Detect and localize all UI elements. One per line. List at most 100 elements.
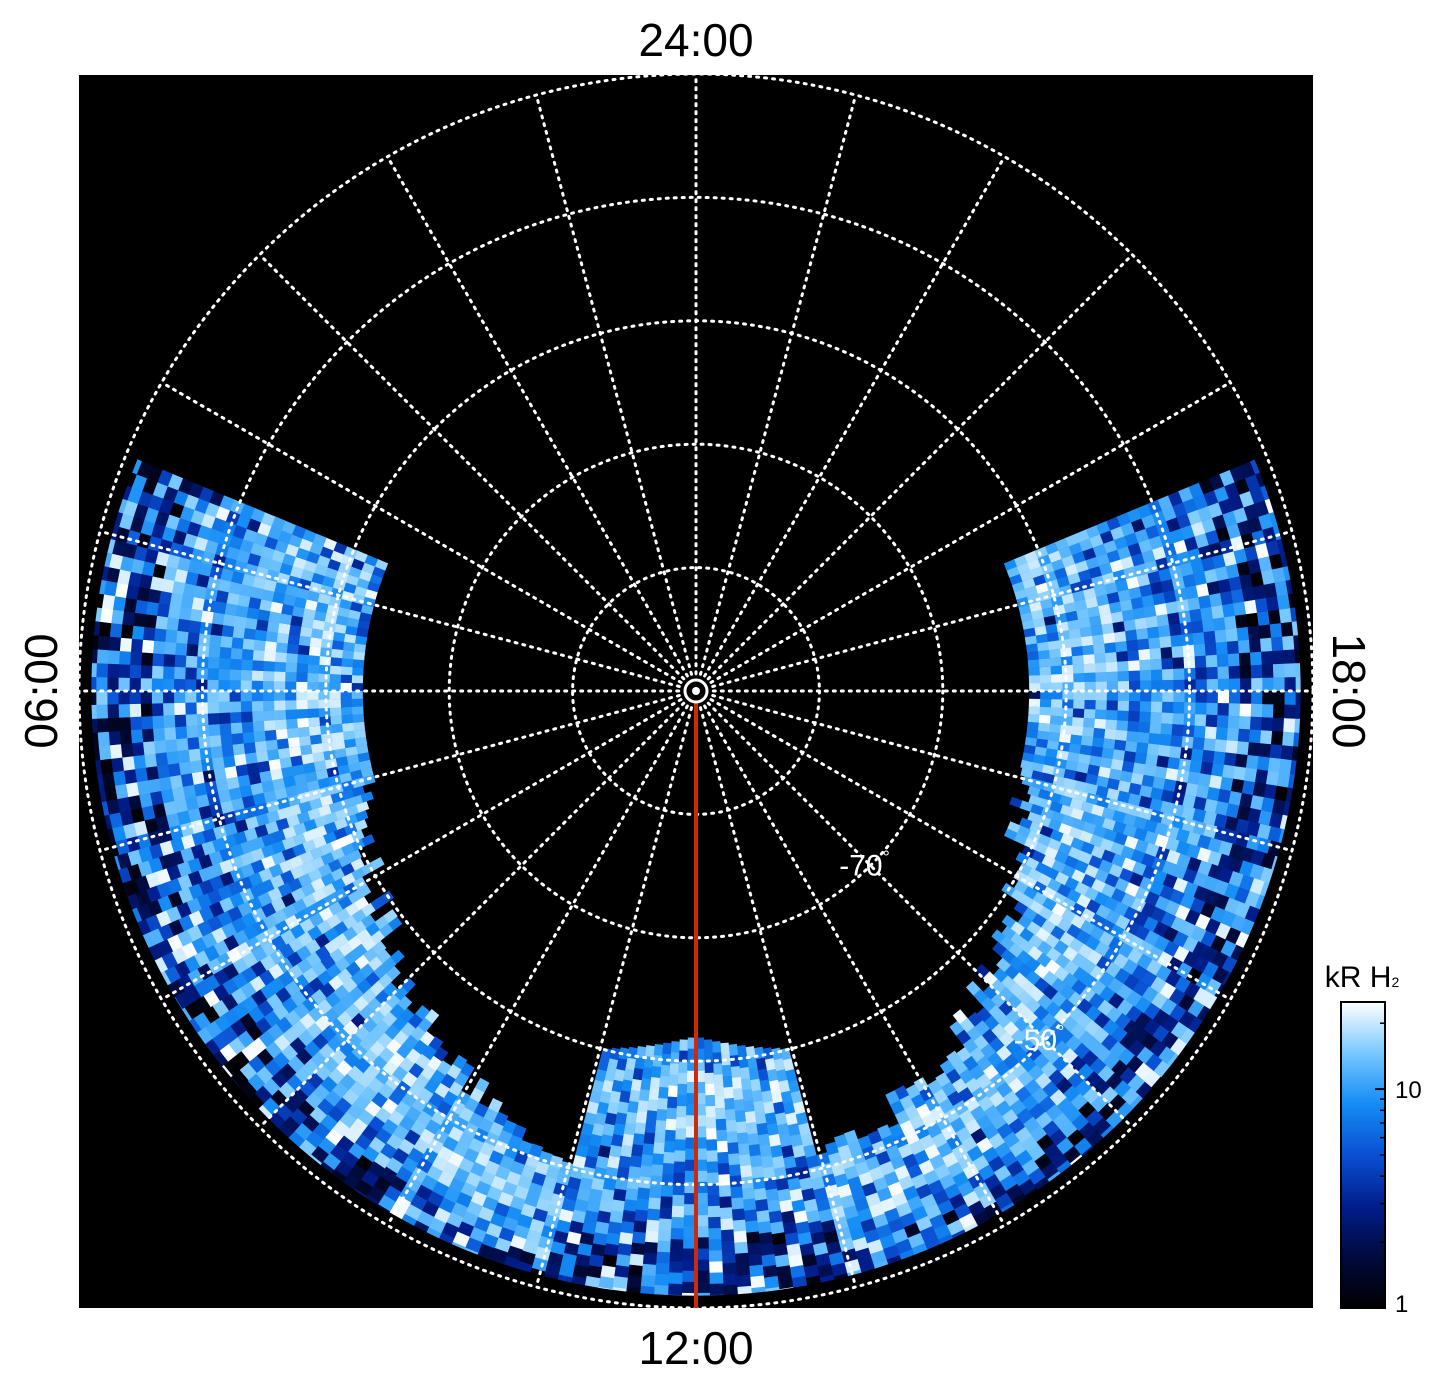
emission-cell: [324, 1128, 343, 1147]
emission-cell: [1204, 568, 1219, 584]
emission-cell: [284, 1009, 301, 1027]
emission-cell: [1240, 691, 1252, 705]
emission-cell: [1078, 1101, 1096, 1120]
emission-cell: [413, 1220, 430, 1233]
emission-cell: [1158, 1046, 1176, 1065]
emission-cell: [594, 1069, 607, 1083]
emission-cell: [707, 1194, 720, 1207]
emission-cell: [229, 711, 242, 724]
emission-cell: [721, 1064, 732, 1078]
emission-cell: [731, 1077, 743, 1090]
emission-cell: [231, 637, 244, 649]
emission-cell: [1284, 663, 1297, 678]
emission-cell: [162, 714, 176, 728]
emission-cell: [161, 970, 172, 986]
emission-cell: [1049, 829, 1065, 843]
emission-cell: [200, 513, 216, 529]
emission-cell: [1230, 588, 1245, 604]
emission-cell: [1235, 614, 1249, 629]
emission-cell: [1189, 608, 1203, 623]
emission-cell: [132, 907, 142, 923]
emission-cell: [737, 1143, 750, 1156]
emission-cell: [1138, 721, 1151, 734]
emission-cell: [291, 605, 305, 618]
emission-cell: [151, 653, 165, 667]
emission-cell: [304, 771, 318, 783]
emission-cell: [730, 1066, 741, 1079]
emission-cell: [277, 747, 291, 759]
emission-cell: [151, 703, 164, 717]
emission-cell: [227, 1037, 246, 1056]
emission-cell: [781, 1145, 795, 1159]
emission-cell: [1055, 1077, 1073, 1095]
emission-cell: [1027, 558, 1042, 571]
emission-cell: [1061, 908, 1077, 924]
emission-cell: [634, 1209, 648, 1223]
emission-cell: [240, 1044, 259, 1062]
emission-cell: [1160, 789, 1175, 804]
emission-cell: [340, 833, 355, 847]
emission-cell: [309, 637, 322, 648]
emission-cell: [1074, 859, 1090, 874]
emission-cell: [1170, 1021, 1189, 1040]
emission-cell: [296, 717, 309, 728]
emission-cell: [626, 1275, 642, 1289]
emission-cell: [704, 1072, 715, 1085]
emission-cell: [318, 664, 331, 675]
emission-cell: [225, 546, 240, 561]
emission-cell: [1240, 532, 1256, 549]
emission-cell: [143, 753, 157, 768]
emission-cell: [167, 762, 181, 777]
emission-cell: [330, 648, 343, 659]
emission-cell: [367, 1185, 386, 1203]
emission-cell: [166, 864, 182, 881]
emission-cell: [1260, 867, 1274, 884]
emission-cell: [865, 1156, 881, 1172]
emission-cell: [1114, 739, 1127, 752]
emission-cell: [1026, 643, 1039, 653]
emission-cell: [1037, 1025, 1055, 1042]
emission-cell: [187, 807, 202, 823]
emission-cell: [885, 1090, 900, 1106]
emission-cell: [853, 1197, 870, 1213]
emission-cell: [1040, 562, 1055, 575]
emission-cell: [989, 1183, 1007, 1201]
emission-cell: [137, 490, 153, 508]
emission-cell: [1261, 797, 1276, 813]
emission-cell: [335, 615, 349, 626]
emission-cell: [162, 485, 179, 503]
emission-cell: [1051, 903, 1067, 918]
emission-cell: [757, 1133, 771, 1147]
emission-cell: [528, 1143, 544, 1159]
emission-cell: [401, 1156, 419, 1174]
emission-cell: [1262, 526, 1278, 544]
emission-cell: [1105, 1110, 1124, 1129]
emission-cell: [1184, 536, 1199, 552]
emission-cell: [1095, 672, 1108, 682]
emission-cell: [715, 1118, 727, 1131]
emission-cell: [312, 825, 327, 839]
emission-cell: [298, 735, 311, 747]
emission-cell: [150, 523, 166, 539]
emission-cell: [1134, 1062, 1153, 1081]
latitude-label: -50°: [1014, 1022, 1065, 1057]
emission-cell: [520, 1164, 537, 1180]
emission-cell: [184, 985, 202, 1004]
emission-cell: [249, 542, 265, 557]
latitude-label-value: -50: [1014, 1024, 1057, 1057]
emission-cell: [1145, 753, 1159, 767]
emission-cell: [535, 1197, 551, 1213]
emission-cell: [1285, 579, 1293, 595]
emission-cell: [122, 542, 138, 559]
emission-cell: [349, 794, 364, 807]
emission-cell: [695, 1059, 705, 1072]
emission-cell: [165, 553, 181, 569]
emission-cell: [122, 882, 130, 897]
emission-cell: [1171, 724, 1184, 737]
emission-cell: [227, 880, 243, 896]
emission-cell: [229, 669, 242, 681]
emission-cell: [343, 546, 358, 559]
emission-cell: [287, 803, 302, 817]
emission-cell: [483, 1107, 498, 1124]
emission-cell: [599, 1134, 613, 1148]
